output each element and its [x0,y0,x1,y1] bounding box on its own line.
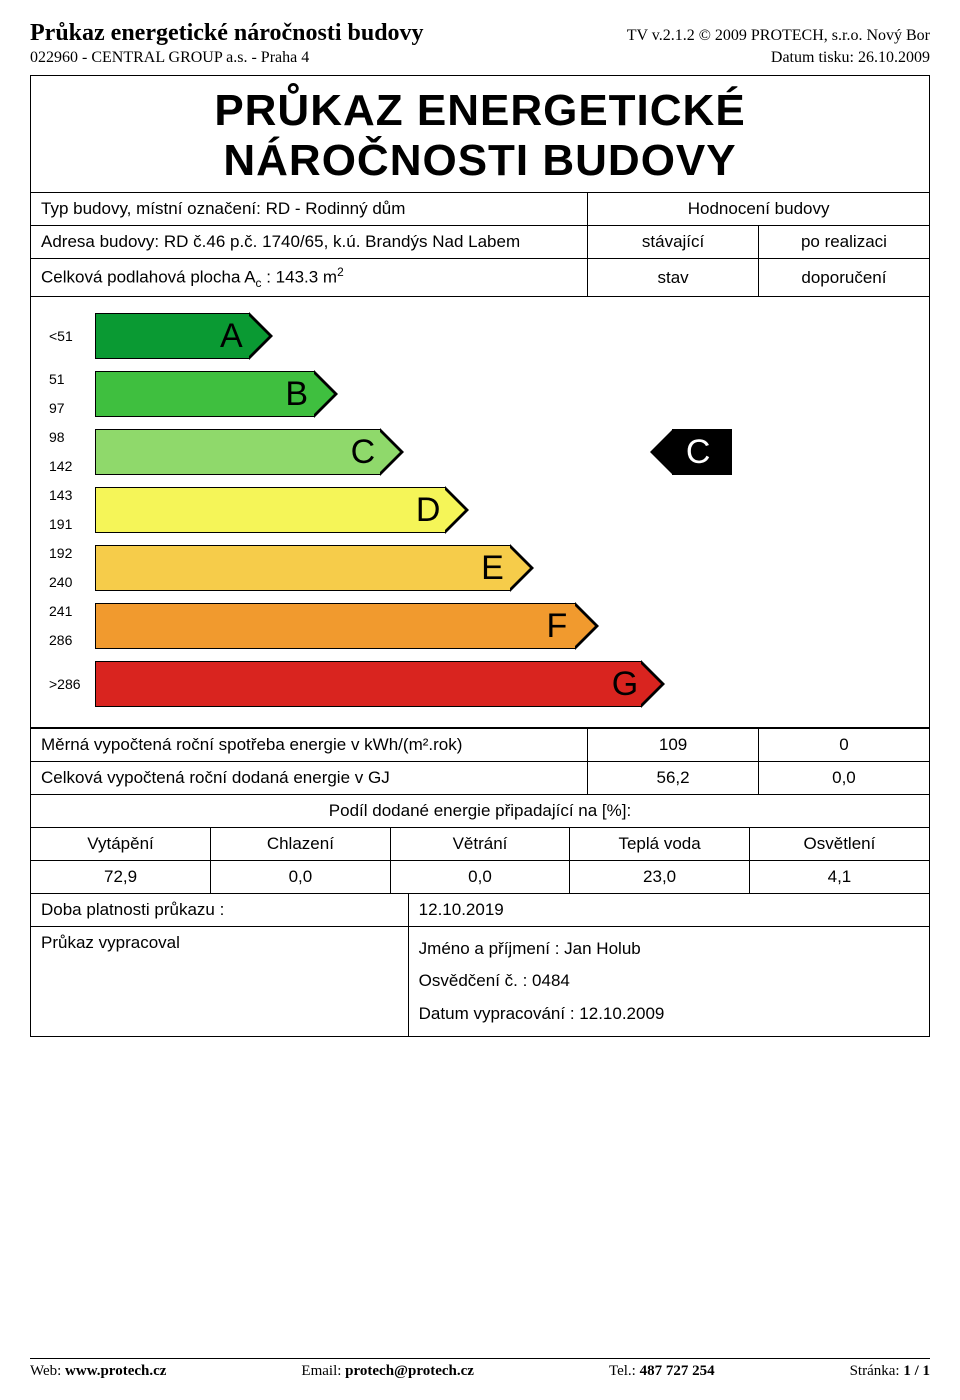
header-row: Průkaz energetické náročnosti budovy TV … [30,20,930,47]
share-col-2: Větrání [390,828,570,861]
energy-rating-chart: <51A5197B98142CC143191D192240E241286F>28… [31,297,929,728]
share-val-1: 0,0 [211,861,391,894]
rating-row-b: 5197 B [49,369,911,419]
page-footer: Web: www.protech.cz Email: protech@prote… [30,1358,930,1380]
share-val-3: 23,0 [570,861,750,894]
energy-metrics-table: Měrná vypočtená roční spotřeba energie v… [31,728,929,794]
rating-row-d: 143191 D [49,485,911,535]
bar-container: G [95,661,911,707]
share-col-0: Vytápění [31,828,211,861]
energy-share-table: VytápěníChlazeníVětráníTeplá vodaOsvětle… [31,827,929,893]
rating-letter-g: G [612,665,638,704]
software-info: TV v.2.1.2 © 2009 PROTECH, s.r.o. Nový B… [627,27,930,45]
certificate-footer-table: Doba platnosti průkazu : 12.10.2019 Průk… [31,893,929,1036]
rating-header: Hodnocení budovy [588,193,929,226]
specific-consumption-label: Měrná vypočtená roční spotřeba energie v… [31,729,588,762]
rating-bar-e [95,545,511,591]
certificate-box: PRŮKAZ ENERGETICKÉ NÁROČNOSTI BUDOVY Typ… [30,75,930,1037]
rating-row-g: >286 G [49,659,911,709]
project-id: 022960 - CENTRAL GROUP a.s. - Praha 4 [30,49,309,67]
share-col-4: Osvětlení [749,828,929,861]
specific-consumption-current: 109 [588,729,759,762]
rating-letter-e: E [481,549,504,588]
range-labels: 143191 [49,487,95,533]
validity-value: 12.10.2019 [408,894,929,927]
author-label: Průkaz vypracoval [31,927,408,1036]
bar-container: CC [95,429,911,475]
current-rating-letter: C [686,433,711,472]
rating-bar-d [95,487,446,533]
print-date: Datum tisku: 26.10.2009 [771,49,930,67]
building-type: Typ budovy, místní označení: RD - Rodinn… [31,193,588,226]
col-state-label: stav [588,259,759,297]
rating-bar-c [95,429,381,475]
share-val-4: 4,1 [749,861,929,894]
range-labels: >286 [49,661,95,707]
bar-container: F [95,603,911,649]
rating-bar-f [95,603,576,649]
energy-share-header: Podíl dodané energie připadající na [%]: [31,794,929,827]
col-current-label: stávající [588,226,759,259]
specific-consumption-after: 0 [758,729,929,762]
footer-page: Stránka: 1 / 1 [850,1363,930,1380]
rating-letter-c: C [351,433,376,472]
range-labels: 192240 [49,545,95,591]
rating-bar-g [95,661,642,707]
range-labels: <51 [49,313,95,359]
rating-bar-b [95,371,315,417]
rating-letter-a: A [220,317,243,356]
page: Průkaz energetické náročnosti budovy TV … [0,0,960,1400]
total-energy-label: Celková vypočtená roční dodaná energie v… [31,762,588,795]
author-details: Jméno a příjmení : Jan Holub Osvědčení č… [408,927,929,1036]
bar-container: D [95,487,911,533]
building-info-table: Typ budovy, místní označení: RD - Rodinn… [31,193,929,297]
footer-tel: Tel.: 487 727 254 [609,1363,715,1380]
share-col-1: Chlazení [211,828,391,861]
rating-row-a: <51 A [49,311,911,361]
share-val-2: 0,0 [390,861,570,894]
range-labels: 241286 [49,603,95,649]
bar-container: E [95,545,911,591]
col-recommend-label: doporučení [758,259,929,297]
col-after-label: po realizaci [758,226,929,259]
rating-row-e: 192240 E [49,543,911,593]
doc-title: Průkaz energetické náročnosti budovy [30,20,424,47]
building-address: Adresa budovy: RD č.46 p.č. 1740/65, k.ú… [31,226,588,259]
validity-label: Doba platnosti průkazu : [31,894,408,927]
rating-row-f: 241286 F [49,601,911,651]
rating-row-c: 98142CC [49,427,911,477]
footer-web: Web: www.protech.cz [30,1363,166,1380]
floor-area: Celková podlahová plocha Ac : 143.3 m2 [31,259,588,297]
share-val-0: 72,9 [31,861,211,894]
bar-container: B [95,371,911,417]
rating-letter-b: B [285,375,308,414]
share-col-3: Teplá voda [570,828,750,861]
footer-email: Email: protech@protech.cz [301,1363,474,1380]
rating-letter-f: F [546,607,567,646]
bar-container: A [95,313,911,359]
range-labels: 98142 [49,429,95,475]
subheader-row: 022960 - CENTRAL GROUP a.s. - Praha 4 Da… [30,49,930,67]
range-labels: 5197 [49,371,95,417]
total-energy-current: 56,2 [588,762,759,795]
rating-letter-d: D [416,491,441,530]
certificate-title: PRŮKAZ ENERGETICKÉ NÁROČNOSTI BUDOVY [31,76,929,193]
total-energy-after: 0,0 [758,762,929,795]
